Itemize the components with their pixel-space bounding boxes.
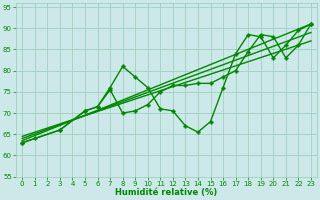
X-axis label: Humidité relative (%): Humidité relative (%) bbox=[116, 188, 218, 197]
